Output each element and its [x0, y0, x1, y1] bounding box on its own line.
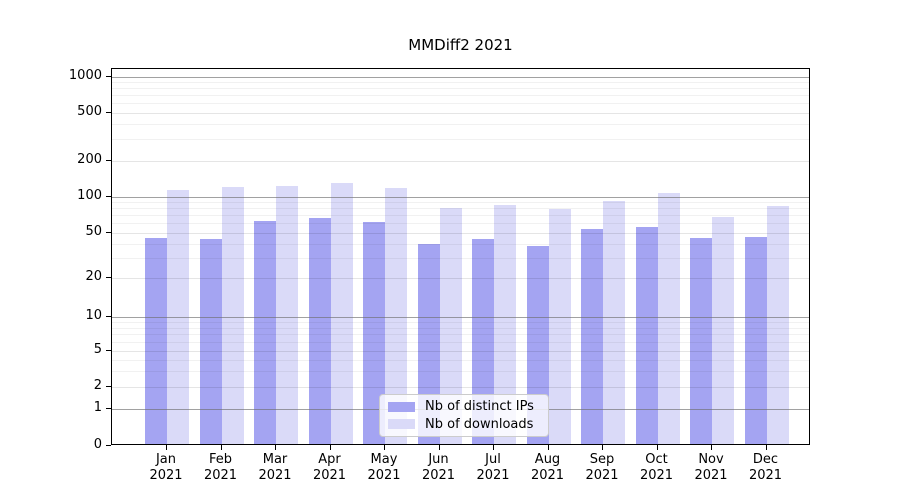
- x-tick-label-jan: Jan 2021: [149, 452, 183, 483]
- bar-downloads-jul: [494, 204, 516, 444]
- y-tick-mark: [106, 159, 111, 161]
- bar-downloads-mar: [276, 186, 298, 444]
- y-tick-mark: [106, 111, 111, 113]
- y-tick-mark: [106, 277, 111, 278]
- legend-swatch-downloads: [388, 419, 415, 430]
- legend-row-downloads: Nb of downloads: [388, 417, 540, 432]
- y-tick-label: 5: [93, 342, 102, 357]
- gridline-minor: [112, 81, 809, 83]
- chart-title: MMDiff2 2021: [408, 36, 513, 54]
- bar-downloads-oct: [657, 193, 680, 444]
- legend: Nb of distinct IPs Nb of downloads: [379, 394, 549, 437]
- x-tick-label-jul: Jul 2021: [476, 452, 510, 483]
- legend-swatch-distinct-ips: [388, 401, 415, 412]
- gridline-minor: [112, 95, 809, 97]
- y-tick-mark: [106, 386, 111, 387]
- gridline-minor: [112, 201, 809, 203]
- bar-distinct-ips-sep: [581, 229, 603, 444]
- x-tick-mark: [711, 445, 712, 450]
- bar-downloads-nov: [712, 217, 734, 444]
- x-tick-label-may: May 2021: [367, 452, 401, 483]
- gridline-200: [112, 160, 809, 162]
- y-tick-label: 10: [85, 307, 102, 323]
- x-tick-label-apr: Apr 2021: [312, 452, 347, 483]
- gridline-100: [112, 196, 809, 198]
- gridline-minor: [112, 88, 809, 90]
- x-tick-label-sep: Sep 2021: [585, 452, 619, 483]
- gridline-minor: [112, 103, 809, 105]
- x-tick-mark: [765, 445, 767, 450]
- y-tick-label: 1000: [68, 67, 102, 83]
- legend-row-distinct-ips: Nb of distinct IPs: [388, 399, 540, 414]
- gridline-1000: [112, 76, 809, 78]
- x-tick-label-feb: Feb 2021: [203, 452, 238, 483]
- x-tick-mark: [166, 445, 167, 450]
- bar-distinct-ips-apr: [308, 217, 331, 444]
- y-tick-label: 500: [77, 103, 102, 119]
- bar-distinct-ips-feb: [199, 239, 222, 444]
- x-tick-mark: [384, 445, 385, 450]
- x-tick-mark: [547, 445, 549, 450]
- bar-distinct-ips-mar: [254, 221, 276, 444]
- x-tick-label-dec: Dec 2021: [748, 452, 783, 483]
- x-tick-label-aug: Aug 2021: [530, 452, 565, 483]
- legend-label-distinct-ips: Nb of distinct IPs: [425, 399, 534, 415]
- bar-downloads-aug: [548, 209, 571, 444]
- bar-distinct-ips-dec: [744, 236, 767, 444]
- bar-downloads-feb: [221, 186, 244, 444]
- plot-area: Nb of distinct IPs Nb of downloads: [111, 68, 810, 445]
- y-tick-label: 2: [93, 378, 102, 393]
- y-tick-label: 0: [93, 436, 102, 452]
- gridline-minor: [112, 124, 809, 126]
- bar-downloads-jun: [439, 207, 462, 444]
- x-tick-mark: [329, 445, 331, 450]
- y-tick-label: 100: [77, 187, 102, 203]
- y-tick-mark: [106, 195, 111, 197]
- x-tick-mark: [656, 445, 658, 450]
- bar-distinct-ips-nov: [690, 237, 712, 444]
- x-tick-mark: [438, 445, 440, 450]
- x-tick-label-jun: Jun 2021: [421, 452, 456, 483]
- bar-distinct-ips-jan: [145, 237, 167, 444]
- y-tick-mark: [106, 408, 111, 409]
- x-tick-label-nov: Nov 2021: [694, 452, 728, 483]
- x-tick-mark: [220, 445, 222, 450]
- y-tick-mark: [106, 75, 111, 77]
- y-tick-mark: [106, 231, 111, 233]
- gridline-minor: [112, 139, 809, 141]
- y-tick-mark: [106, 315, 111, 317]
- x-tick-label-mar: Mar 2021: [258, 452, 292, 483]
- bar-downloads-may: [385, 188, 407, 444]
- y-tick-label: 50: [85, 223, 102, 239]
- bar-downloads-jan: [167, 190, 189, 444]
- x-tick-mark: [275, 445, 276, 450]
- y-tick-label: 1: [93, 400, 102, 415]
- y-tick-label: 200: [77, 151, 102, 167]
- y-tick-label: 20: [85, 269, 102, 284]
- bar-distinct-ips-jun: [417, 243, 440, 444]
- bar-downloads-dec: [766, 206, 789, 444]
- x-tick-label-oct: Oct 2021: [639, 452, 674, 483]
- bar-distinct-ips-oct: [635, 226, 658, 444]
- x-tick-mark: [602, 445, 603, 450]
- x-tick-mark: [493, 445, 494, 450]
- legend-label-downloads: Nb of downloads: [425, 416, 534, 432]
- bar-downloads-sep: [603, 200, 625, 444]
- bar-downloads-apr: [330, 183, 353, 444]
- gridline-500: [112, 112, 809, 114]
- y-tick-mark: [106, 444, 111, 446]
- y-tick-mark: [106, 350, 111, 351]
- bar-distinct-ips-may: [363, 222, 385, 444]
- bar-distinct-ips-jul: [472, 239, 494, 444]
